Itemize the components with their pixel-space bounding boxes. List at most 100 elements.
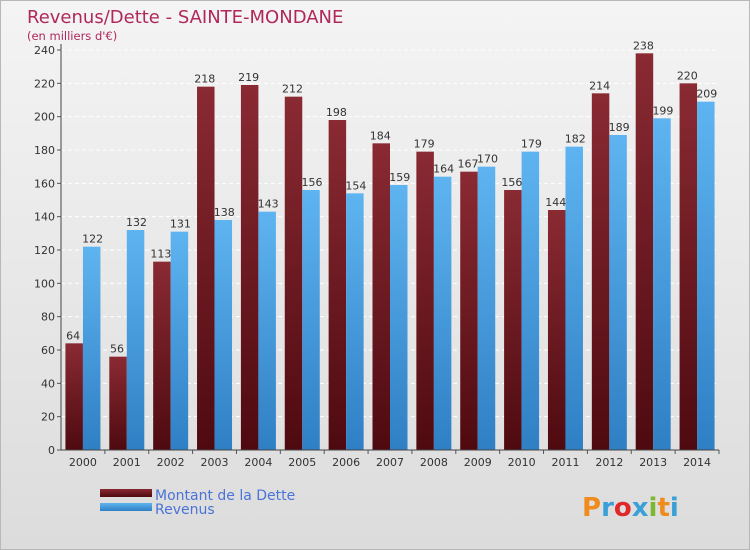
- x-tick-label: 2008: [420, 456, 448, 469]
- bar-revenus: [126, 230, 145, 450]
- data-label: 131: [170, 218, 191, 231]
- legend-swatch-revenus: [100, 503, 152, 511]
- y-axis-ticks: 0 20 40 60 80 100 120 140 160 180 200 220 240: [34, 44, 61, 457]
- bar-dette: [372, 143, 390, 451]
- bar-revenus: [390, 185, 408, 450]
- bar-dette: [328, 120, 347, 450]
- data-label: 212: [282, 83, 303, 96]
- data-label: 154: [345, 179, 366, 192]
- data-label: 170: [477, 153, 498, 166]
- y-tick-label: 80: [41, 311, 55, 324]
- logo-letter: o: [614, 493, 632, 523]
- data-label: 184: [370, 129, 391, 142]
- bar-dette: [284, 96, 303, 451]
- x-tick-label: 2011: [551, 456, 579, 469]
- data-label: 64: [66, 329, 80, 342]
- data-label: 122: [82, 233, 103, 246]
- bar-dette: [197, 86, 215, 451]
- logo-letter: r: [601, 493, 614, 523]
- bar-revenus: [565, 146, 583, 450]
- data-label: 167: [457, 158, 478, 171]
- data-label: 156: [501, 176, 522, 189]
- y-tick-label: 120: [34, 244, 55, 257]
- data-label: 199: [652, 104, 673, 117]
- x-tick-label: 2003: [201, 456, 229, 469]
- x-tick-label: 2004: [244, 456, 272, 469]
- logo-letter: i: [670, 493, 679, 523]
- x-tick-label: 2010: [508, 456, 536, 469]
- x-tick-label: 2009: [464, 456, 492, 469]
- y-tick-label: 40: [41, 377, 55, 390]
- data-label: 159: [389, 171, 410, 184]
- x-tick-label: 2002: [157, 456, 185, 469]
- legend-label-debt: Montant de la Dette: [155, 488, 295, 504]
- y-tick-label: 220: [34, 77, 55, 90]
- bar-revenus: [82, 246, 101, 450]
- bar-dette: [153, 261, 171, 450]
- legend: Montant de la Dette Revenus: [100, 488, 295, 518]
- bar-dette: [635, 53, 654, 450]
- chart-title: Revenus/Dette - SAINTE-MONDANE: [27, 7, 343, 28]
- data-label: 132: [126, 216, 147, 229]
- logo-letter: t: [657, 493, 669, 523]
- data-label: 214: [589, 79, 610, 92]
- bars: [65, 53, 715, 451]
- y-tick-label: 180: [34, 144, 55, 157]
- data-labels: 64 122 56 132 113 131 218 138 219 143 212 156 198 154…: [66, 39, 717, 355]
- bar-dette: [416, 151, 434, 450]
- x-tick-label: 2012: [595, 456, 623, 469]
- data-label: 238: [633, 39, 654, 52]
- data-label: 220: [677, 69, 698, 82]
- x-tick-label: 2013: [639, 456, 667, 469]
- bar-revenus: [609, 135, 627, 450]
- bar-revenus: [521, 151, 540, 450]
- bar-dette: [547, 210, 566, 450]
- data-label: 182: [565, 133, 586, 146]
- data-label: 56: [110, 343, 124, 356]
- legend-label-revenus: Revenus: [155, 502, 215, 518]
- data-label: 144: [545, 196, 566, 209]
- y-tick-label: 160: [34, 177, 55, 190]
- x-tick-label: 2001: [113, 456, 141, 469]
- data-label: 113: [150, 248, 171, 261]
- y-tick-label: 60: [41, 344, 55, 357]
- bar-dette: [460, 171, 478, 450]
- legend-swatch-debt: [100, 489, 152, 497]
- x-tick-label: 2000: [69, 456, 97, 469]
- bar-revenus: [477, 166, 496, 450]
- data-label: 209: [696, 88, 717, 101]
- bar-dette: [109, 356, 127, 450]
- data-label: 189: [609, 121, 630, 134]
- bar-revenus: [214, 220, 233, 450]
- bar-revenus: [302, 190, 320, 450]
- x-tick-label: 2006: [332, 456, 360, 469]
- logo-letter: i: [649, 493, 658, 523]
- chart-subtitle: (en milliers d'€): [27, 29, 117, 43]
- bar-revenus: [697, 101, 715, 451]
- data-label: 179: [414, 138, 435, 151]
- data-label: 218: [194, 73, 215, 86]
- proxiti-logo: Proxiti: [582, 493, 679, 523]
- bar-dette: [679, 83, 698, 450]
- bar-dette: [65, 343, 83, 450]
- data-label: 156: [302, 176, 323, 189]
- bar-revenus: [433, 176, 452, 450]
- data-label: 198: [326, 106, 347, 119]
- bar-revenus: [653, 118, 671, 450]
- bar-revenus: [170, 231, 189, 450]
- data-label: 164: [433, 163, 454, 176]
- bar-dette: [504, 190, 522, 450]
- bar-dette: [240, 85, 259, 450]
- y-tick-label: 240: [34, 44, 55, 57]
- bar-revenus: [258, 211, 276, 450]
- logo-letter: x: [632, 493, 649, 523]
- data-label: 179: [521, 138, 542, 151]
- data-label: 219: [238, 71, 259, 84]
- y-tick-label: 20: [41, 411, 55, 424]
- logo-letter: P: [582, 493, 601, 523]
- y-tick-label: 140: [34, 211, 55, 224]
- x-tick-label: 2005: [288, 456, 316, 469]
- y-tick-label: 100: [34, 277, 55, 290]
- x-axis-ticks: 2000 2001 2002 2003 2004 2005 2006 2007 2008 2009…: [69, 450, 720, 469]
